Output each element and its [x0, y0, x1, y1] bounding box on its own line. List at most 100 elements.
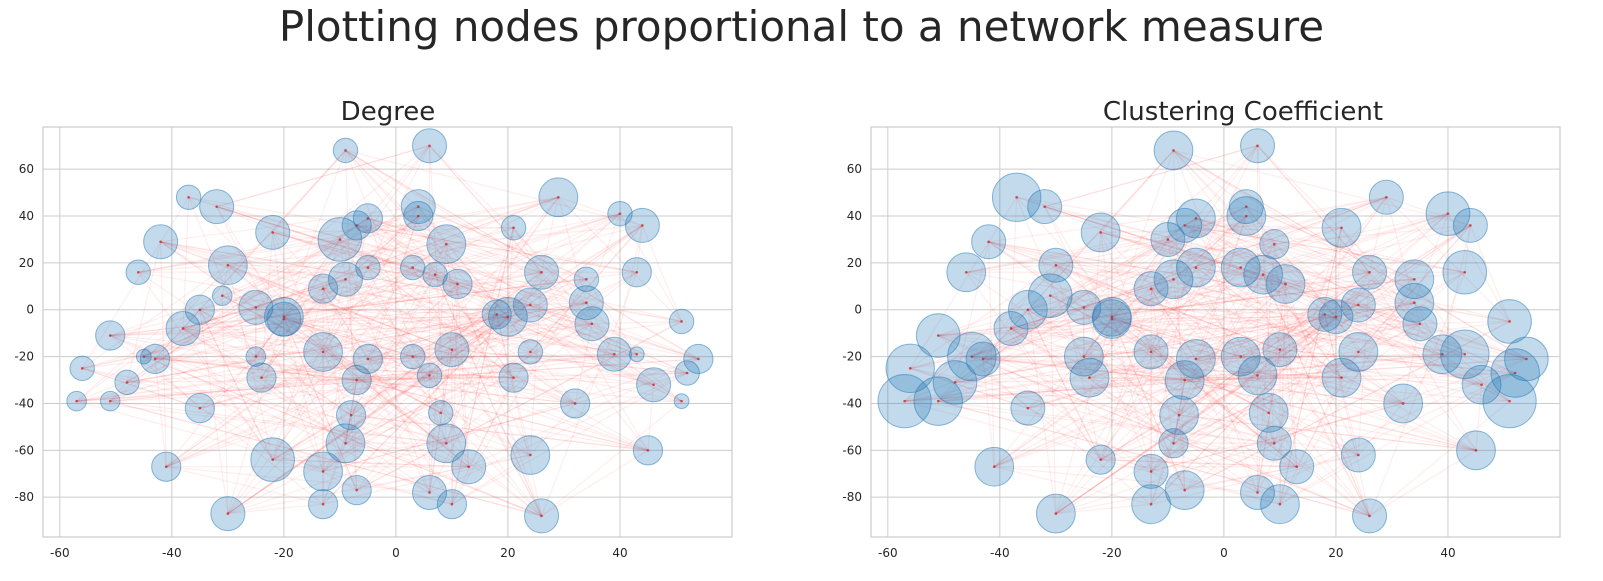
- node-center-dot: [1413, 301, 1416, 305]
- node-center-dot: [1278, 348, 1282, 351]
- edge-line: [255, 206, 419, 308]
- edge-line: [1195, 217, 1275, 245]
- edge-line: [1245, 206, 1359, 456]
- x-tick-label: 20: [500, 546, 515, 560]
- edge-line: [138, 224, 643, 273]
- edge-line: [255, 196, 559, 358]
- node-center-dot: [613, 352, 616, 356]
- edge-line: [965, 271, 1180, 416]
- edge-line: [1100, 231, 1241, 269]
- y-tick-label: -20: [842, 350, 862, 364]
- node-center-dot: [1256, 491, 1259, 494]
- node-center-dot: [1273, 441, 1276, 445]
- edge-line: [126, 217, 369, 383]
- edge-line: [1049, 265, 1057, 296]
- edge-line: [1100, 227, 1342, 234]
- node-center-dot: [198, 406, 202, 410]
- edge-line: [1027, 309, 1275, 444]
- edge-line: [1195, 266, 1286, 285]
- edge-line: [1010, 271, 1465, 330]
- edge-line: [143, 206, 419, 358]
- node-center-dot: [321, 502, 325, 506]
- edge-line: [982, 358, 1510, 402]
- edge-line: [1172, 274, 1264, 444]
- edge-line: [451, 372, 688, 505]
- edge-line: [1195, 304, 1359, 360]
- edge-line: [954, 238, 1169, 383]
- node-center-dot: [1273, 242, 1276, 246]
- edge-line: [344, 379, 358, 444]
- edge-line: [904, 318, 1113, 402]
- edge-line: [137, 271, 352, 416]
- edge-line: [283, 316, 430, 376]
- edge-line: [445, 323, 593, 444]
- edge-line: [1195, 358, 1359, 456]
- edge-line: [451, 278, 587, 505]
- edge-line: [345, 313, 498, 444]
- node-center-dot: [355, 224, 358, 227]
- edge-line: [904, 351, 1152, 402]
- edge-line: [1111, 271, 1370, 320]
- panel-degree: -60 -40 -20 0 20 40 -80 -60 -40 -20 0 20 40 60 Degree: [14, 97, 733, 560]
- edge-line: [988, 206, 1247, 243]
- edge-line: [954, 217, 1197, 383]
- edge-line: [513, 227, 593, 325]
- edge-line: [109, 264, 229, 402]
- edge-line: [988, 241, 1443, 355]
- node-center-dot: [1245, 214, 1248, 218]
- edge-line: [1279, 278, 1415, 505]
- edge-line: [1150, 283, 1287, 472]
- edge-line: [982, 217, 1197, 360]
- edge-line: [76, 309, 201, 402]
- edge-line: [412, 267, 543, 517]
- edge-line: [1184, 314, 1326, 491]
- node-center-dot: [1026, 308, 1030, 312]
- edge-line: [182, 327, 531, 456]
- node-center-dot: [1368, 514, 1371, 518]
- node-center-dot: [1110, 315, 1114, 319]
- edge-line: [143, 356, 542, 517]
- edge-line: [988, 241, 1404, 405]
- edge-line: [339, 238, 576, 404]
- edge-line: [529, 403, 576, 456]
- edge-line: [322, 288, 369, 360]
- edge-line: [529, 272, 543, 456]
- edge-line: [255, 323, 593, 358]
- edge-line: [216, 206, 682, 323]
- edge-line: [904, 353, 1465, 402]
- edge-line: [1195, 215, 1247, 268]
- edge-line: [496, 314, 543, 517]
- edge-line: [1055, 264, 1370, 517]
- edge-line: [451, 454, 531, 505]
- edge-line: [199, 309, 699, 360]
- node-center-dot: [142, 355, 146, 358]
- edge-line: [938, 295, 1051, 337]
- node-center-dot: [635, 352, 639, 356]
- node-center-dot: [1015, 195, 1018, 199]
- edge-line: [1111, 150, 1175, 317]
- node-center-dot: [573, 402, 577, 405]
- edge-line: [993, 316, 1337, 468]
- edge-line: [221, 265, 229, 296]
- edge-line: [283, 288, 324, 318]
- edge-line: [971, 356, 1029, 409]
- edge-line: [367, 217, 637, 273]
- edge-line: [199, 313, 497, 409]
- edge-line: [227, 264, 453, 351]
- y-tick-label: 0: [854, 303, 862, 317]
- edge-line: [530, 304, 654, 386]
- edge-line: [1279, 377, 1343, 505]
- edge-line: [971, 356, 1370, 517]
- edge-line: [1044, 206, 1113, 318]
- edge-line: [109, 306, 257, 402]
- node-center-dot: [697, 357, 700, 361]
- edge-line: [1111, 316, 1336, 320]
- edge-line: [1357, 225, 1471, 353]
- edge-line: [154, 150, 346, 360]
- edge-line: [1279, 196, 1387, 350]
- y-tick-label: -40: [14, 396, 34, 410]
- edge-line: [182, 288, 324, 330]
- edge-line: [110, 295, 223, 337]
- edge-line: [367, 358, 453, 505]
- edge-line: [1279, 348, 1516, 374]
